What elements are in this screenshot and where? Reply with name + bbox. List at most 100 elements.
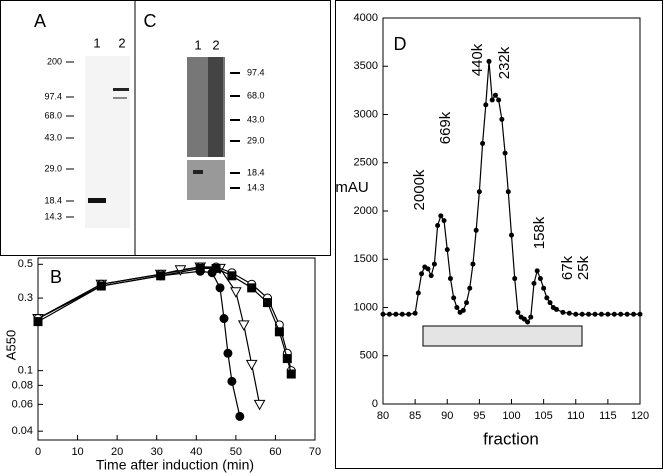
x-tick-label: 40 [190,446,202,458]
marker-label: 200 [47,56,62,66]
marker [274,327,284,337]
annotation: 669k [437,111,454,144]
marker [534,268,540,274]
marker [505,189,511,195]
marker [447,276,453,282]
y-tick-label: 4000 [354,12,378,24]
marker [451,295,457,301]
marker [592,311,598,317]
y-tick-label: 3000 [354,108,378,120]
marker [553,306,559,312]
marker [460,307,466,313]
y-tick-label: 0.04 [12,425,33,437]
marker [611,311,617,317]
y-tick-label: 0.1 [18,365,33,377]
marker [537,276,543,282]
panel-label: D [394,34,407,54]
x-tick-label: 80 [377,410,389,422]
marker [211,263,221,273]
marker [286,369,296,379]
marker [431,261,437,267]
marker [544,295,550,301]
marker [380,311,386,317]
marker [483,102,489,108]
gel-image [187,160,225,200]
marker [566,310,572,316]
marker [237,320,250,331]
gel-band [113,88,129,91]
x-axis-label: fraction [483,429,539,448]
x-axis-label: Time after induction (min) [96,457,254,473]
x-tick-label: 70 [309,446,321,458]
marker [605,311,611,317]
marker [464,300,470,306]
x-tick-label: 90 [441,410,453,422]
marker-label: 14.3 [247,182,265,192]
y-tick-label: 0.08 [12,379,33,391]
marker [473,227,479,233]
lane-label: 2 [118,35,125,50]
x-tick-label: 95 [473,410,485,422]
annotation: 232k [496,46,513,79]
x-tick-label: 10 [71,446,83,458]
x-tick-label: 50 [230,446,242,458]
y-axis-label: mAU [335,179,368,196]
y-tick-label: 0 [372,398,378,410]
x-tick-label: 60 [269,446,281,458]
marker [230,287,242,298]
gel-band [208,57,223,157]
marker [235,411,245,421]
marker-label: 97.4 [247,67,265,77]
marker [547,300,553,306]
marker [515,309,521,315]
marker [624,311,630,317]
marker [467,285,473,291]
marker [496,97,502,103]
marker [492,92,498,98]
marker-label: 18.4 [247,167,265,177]
marker [412,310,418,316]
y-tick-label: 0.06 [12,398,33,410]
marker [598,311,604,317]
inset-gel [422,325,583,347]
marker [263,298,273,308]
marker-label: 68.0 [44,110,62,120]
marker [33,317,43,327]
marker [215,283,225,293]
x-tick-label: 85 [409,410,421,422]
series-line [37,270,241,417]
y-tick-label: 1000 [354,301,378,313]
panel-frame [0,0,331,256]
marker [525,319,531,325]
panel-label: B [50,267,62,287]
x-tick-label: 20 [111,446,123,458]
marker [227,271,237,281]
x-tick-label: 0 [35,446,41,458]
marker [393,311,399,317]
marker [631,311,637,317]
annotation: 25k [575,255,592,280]
marker [470,261,476,267]
marker [247,283,257,293]
marker [637,311,643,317]
marker [419,271,425,277]
marker [223,348,233,358]
y-axis-label: A550 [3,330,18,360]
y-tick-label: 500 [360,350,378,362]
marker-label: 14.3 [44,211,62,221]
x-tick-label: 100 [502,410,520,422]
annotation: 67k [559,255,576,280]
x-tick-label: 115 [599,410,617,422]
marker [438,213,444,219]
gel-band [113,97,127,99]
marker [454,305,460,310]
marker-label: 29.0 [247,135,265,145]
marker [502,150,508,156]
marker [541,285,547,291]
x-tick-label: 120 [631,410,649,422]
marker [528,314,534,320]
marker [399,311,405,317]
marker [489,97,495,103]
annotation: 440k [469,43,486,76]
